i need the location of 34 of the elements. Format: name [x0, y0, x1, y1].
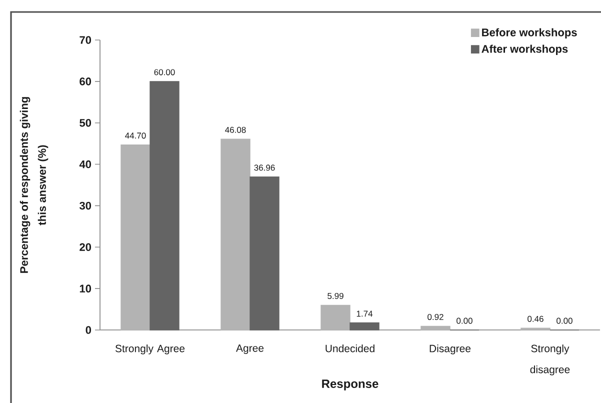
- bar: [220, 138, 250, 330]
- y-tick-label: 60: [80, 78, 92, 86]
- data-label: 0.92: [428, 314, 444, 320]
- y-tick-label: 40: [79, 160, 92, 168]
- bar: [350, 322, 380, 330]
- x-tick-label: Disagree: [430, 344, 471, 354]
- data-label: 5.99: [328, 292, 344, 299]
- x-tick-label: Strongly disagree: [530, 344, 570, 376]
- x-axis-title: Response: [322, 380, 378, 390]
- data-label: 0.00: [556, 318, 572, 324]
- data-label: 46.08: [225, 126, 246, 133]
- data-label: 1.74: [356, 310, 373, 317]
- bar: [320, 304, 350, 330]
- y-axis-title: Percentage of respondents giving this answer (%): [20, 97, 48, 273]
- y-tick-label: 10: [80, 284, 92, 292]
- data-label: 0.00: [456, 318, 472, 324]
- bar: [420, 326, 450, 330]
- data-label: 60.00: [154, 69, 175, 76]
- x-tick-label: Agree: [236, 344, 264, 354]
- data-label: 0.46: [528, 316, 544, 322]
- x-tick-label: Strongly Agree: [115, 344, 185, 354]
- legend-label: After workshops: [482, 44, 568, 55]
- y-tick-label: 50: [80, 118, 92, 127]
- data-label: 44.70: [125, 132, 146, 139]
- bar: [120, 144, 150, 330]
- data-label: 36.96: [254, 164, 275, 171]
- y-tick-label: 30: [79, 202, 92, 210]
- y-tick-label: 20: [80, 243, 92, 252]
- y-tick-label: 70: [80, 36, 92, 44]
- y-tick-label: 0: [86, 326, 92, 334]
- legend-label: Before workshops: [482, 28, 577, 38]
- bar: [150, 81, 180, 330]
- bar: [250, 176, 280, 330]
- x-tick-label: Undecided: [326, 344, 374, 352]
